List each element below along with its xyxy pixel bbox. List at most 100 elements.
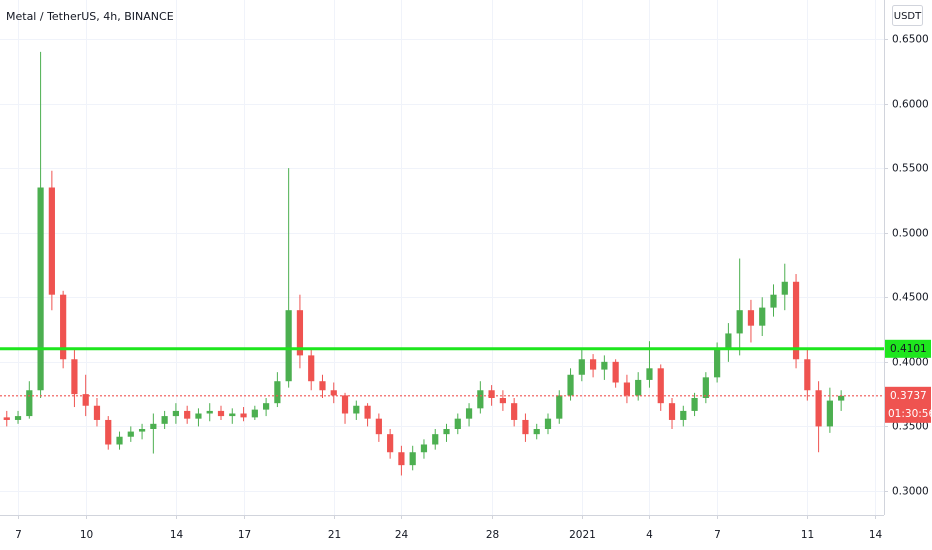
candle-body bbox=[263, 403, 270, 410]
level-label-bg bbox=[885, 339, 931, 358]
candle-body bbox=[375, 418, 382, 435]
candle-body bbox=[499, 398, 506, 404]
candle-body bbox=[454, 418, 461, 429]
candle-body bbox=[14, 416, 22, 420]
x-tick-label: 11 bbox=[801, 529, 814, 541]
candle-body bbox=[26, 390, 33, 417]
y-tick-label: 0.4500 bbox=[892, 292, 929, 304]
last-price-bg bbox=[885, 386, 931, 423]
candle-body bbox=[736, 310, 743, 334]
chart-title: Metal / TetherUS, 4h, BINANCE bbox=[6, 10, 174, 23]
x-tick-label: 7 bbox=[15, 529, 22, 541]
candle-body bbox=[668, 403, 676, 420]
candle-body bbox=[544, 418, 552, 429]
x-tick-label: 14 bbox=[170, 529, 184, 541]
candle-body bbox=[240, 413, 247, 418]
candle-body bbox=[161, 416, 168, 424]
candle-body bbox=[702, 377, 709, 399]
candle-body bbox=[522, 419, 529, 435]
x-tick-label: 2021 bbox=[569, 529, 596, 541]
candle-body bbox=[420, 444, 428, 453]
candle-body bbox=[150, 423, 157, 429]
candle-body bbox=[601, 361, 608, 370]
axes: 0.3000 0.3500 0.4000 0.4500 0.5000 0.5500 0.60… bbox=[15, 34, 932, 542]
candle-body bbox=[195, 413, 202, 419]
candle-body bbox=[465, 408, 473, 419]
candle-body bbox=[398, 452, 405, 466]
candle-body bbox=[48, 187, 55, 295]
level-label: 0.4101 bbox=[890, 343, 927, 355]
x-tick-label: 14 bbox=[869, 529, 883, 541]
candle-body bbox=[680, 410, 687, 420]
candle-body bbox=[623, 382, 631, 396]
candle-body bbox=[387, 434, 394, 453]
candle-body bbox=[184, 410, 191, 419]
currency-button[interactable] bbox=[892, 5, 923, 26]
candle-body bbox=[804, 359, 811, 391]
x-tick-label: 28 bbox=[486, 529, 499, 541]
candle-body bbox=[443, 428, 450, 435]
candle-body bbox=[105, 419, 112, 445]
candle-body bbox=[567, 374, 574, 396]
candle-body bbox=[533, 428, 540, 435]
plot bbox=[0, 51, 884, 476]
candle-body bbox=[612, 361, 619, 383]
countdown-label: 01:30:56 bbox=[888, 408, 932, 420]
candle-body bbox=[725, 333, 732, 349]
candle-body bbox=[3, 417, 10, 420]
candle-body bbox=[37, 187, 44, 391]
currency-label[interactable]: USDT bbox=[894, 11, 922, 22]
y-tick-label: 0.5500 bbox=[892, 163, 929, 175]
candle-body bbox=[747, 310, 755, 326]
y-tick-label: 0.6000 bbox=[892, 99, 929, 111]
candle-body bbox=[206, 410, 213, 414]
candle-body bbox=[127, 431, 134, 437]
candle-body bbox=[116, 436, 123, 445]
x-tick-label: 7 bbox=[714, 529, 721, 541]
candle-body bbox=[82, 394, 89, 406]
x-tick-label: 17 bbox=[238, 529, 251, 541]
x-tick-label: 21 bbox=[328, 529, 341, 541]
candle-body bbox=[815, 390, 822, 427]
candle-body bbox=[826, 400, 833, 427]
candle-body bbox=[646, 368, 653, 380]
candle-body bbox=[781, 281, 788, 295]
candle-body bbox=[285, 310, 292, 382]
candle-body bbox=[657, 368, 664, 404]
grid bbox=[0, 0, 884, 515]
candle-body bbox=[432, 434, 439, 445]
candle-body bbox=[409, 452, 416, 466]
y-tick-label: 0.3500 bbox=[892, 421, 929, 433]
y-tick-label: 0.4000 bbox=[892, 357, 929, 369]
candle-body bbox=[691, 398, 698, 411]
x-tick-label: 4 bbox=[646, 529, 653, 541]
candle-body bbox=[229, 413, 236, 417]
candle-body bbox=[364, 405, 371, 419]
candle-body bbox=[759, 307, 766, 326]
candle-body bbox=[138, 428, 146, 432]
candle-body bbox=[251, 409, 258, 418]
candle-body bbox=[330, 390, 337, 396]
candle-body bbox=[838, 395, 845, 401]
candle-body bbox=[296, 310, 304, 356]
x-tick-label: 10 bbox=[80, 529, 93, 541]
y-tick-label: 0.6500 bbox=[892, 34, 929, 46]
candle-body bbox=[274, 381, 281, 404]
candle-body bbox=[488, 390, 495, 399]
y-tick-label: 0.3000 bbox=[892, 486, 929, 498]
x-tick-label: 24 bbox=[395, 529, 409, 541]
candle-body bbox=[353, 405, 360, 414]
candle-body bbox=[60, 294, 67, 360]
candle-body bbox=[319, 381, 326, 391]
candle-body bbox=[308, 355, 315, 382]
candle-body bbox=[589, 359, 597, 370]
candle-body bbox=[511, 403, 518, 420]
candle-body bbox=[172, 410, 179, 417]
candle-body bbox=[714, 348, 721, 378]
candle-body bbox=[71, 359, 78, 395]
y-tick-label: 0.5000 bbox=[892, 228, 929, 240]
candle-body bbox=[477, 390, 484, 409]
candle-body bbox=[217, 410, 225, 417]
